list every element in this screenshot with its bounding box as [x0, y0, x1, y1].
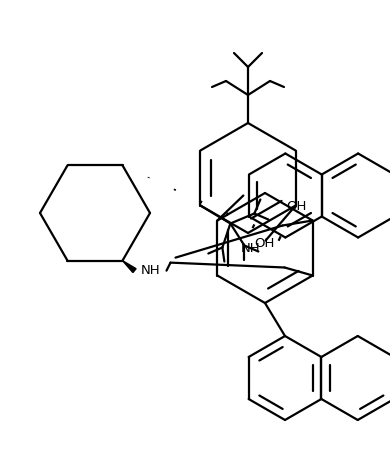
Polygon shape	[122, 261, 136, 272]
Text: NH: NH	[241, 242, 261, 256]
Text: OH: OH	[286, 199, 307, 212]
Text: NH: NH	[140, 264, 160, 277]
Text: OH: OH	[254, 237, 275, 250]
